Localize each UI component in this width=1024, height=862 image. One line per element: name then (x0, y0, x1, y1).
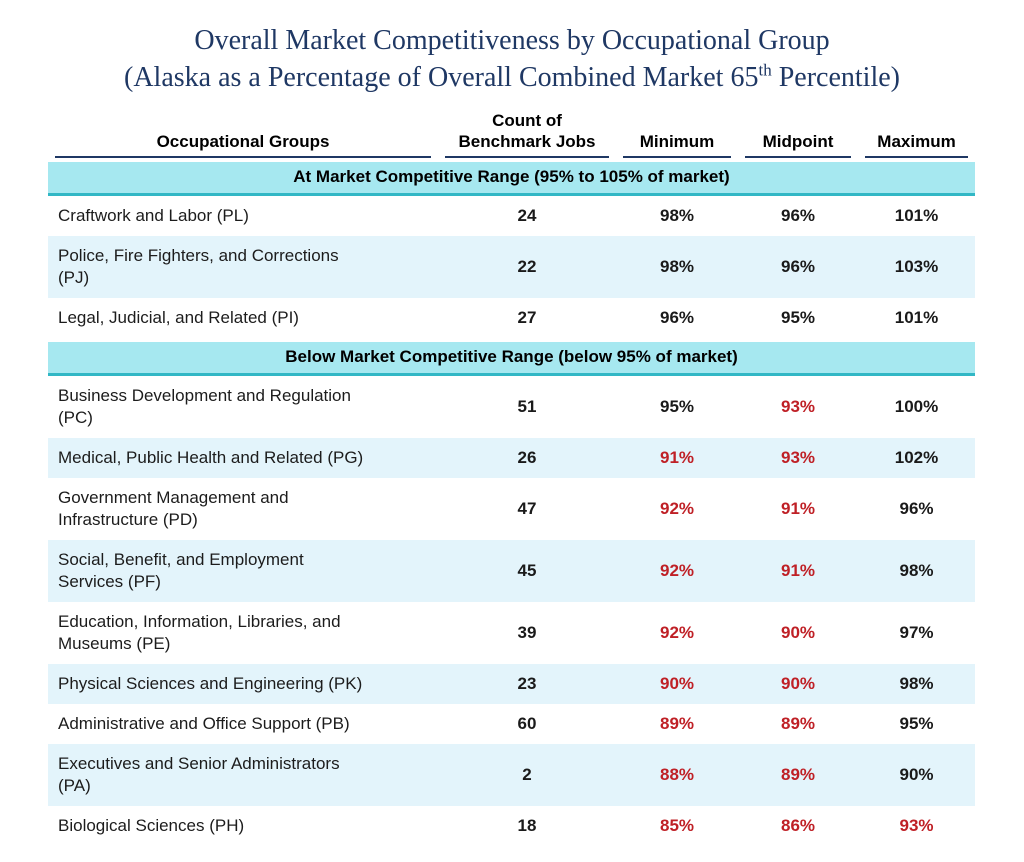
cell-minimum: 92% (616, 540, 738, 602)
cell-maximum: 100% (894, 397, 939, 416)
cell-midpoint: 89% (780, 714, 816, 733)
competitiveness-table: Occupational Groups Count of Benchmark J… (48, 110, 975, 846)
cell-maximum: 102% (858, 438, 975, 478)
cell-minimum: 91% (616, 438, 738, 478)
table-row: Administrative and Office Support (PB) 6… (48, 704, 975, 744)
cell-count: 26 (438, 438, 616, 478)
cell-maximum: 95% (899, 714, 934, 733)
cell-maximum: 98% (858, 664, 975, 704)
cell-maximum: 93% (899, 816, 934, 835)
cell-maximum: 103% (858, 236, 975, 298)
table-row: Biological Sciences (PH) 18 85% 86% 93% (48, 806, 975, 846)
table-row: Legal, Judicial, and Related (PI) 27 96%… (48, 298, 975, 340)
cell-count: 39 (517, 623, 537, 642)
cell-group: Craftwork and Labor (PL) (58, 206, 249, 225)
header-midpoint-label: Midpoint (745, 131, 851, 158)
cell-group: Physical Sciences and Engineering (PK) (48, 664, 438, 704)
cell-maximum: 90% (858, 744, 975, 806)
header-maximum: Maximum (858, 110, 975, 160)
cell-minimum: 89% (659, 714, 695, 733)
title-ordinal-superscript: th (758, 60, 772, 80)
cell-group: Administrative and Office Support (PB) (58, 714, 350, 733)
header-count-benchmark-jobs-label: Count of Benchmark Jobs (445, 110, 609, 158)
header-row: Occupational Groups Count of Benchmark J… (48, 110, 975, 160)
cell-count: 22 (438, 236, 616, 298)
table-row: Police, Fire Fighters, and Corrections (… (48, 236, 975, 298)
cell-minimum: 96% (659, 308, 695, 327)
header-minimum: Minimum (616, 110, 738, 160)
cell-group: Legal, Judicial, and Related (PI) (58, 308, 299, 327)
cell-maximum: 96% (899, 499, 934, 518)
cell-minimum: 98% (616, 236, 738, 298)
title-line1: Overall Market Competitiveness by Occupa… (194, 25, 830, 56)
cell-minimum: 98% (659, 206, 695, 225)
cell-count: 2 (438, 744, 616, 806)
section-header-below-market-label: Below Market Competitive Range (below 95… (48, 338, 975, 376)
cell-count: 18 (517, 816, 537, 835)
title-line2: (Alaska as a Percentage of Overall Combi… (0, 59, 1024, 96)
cell-count: 60 (517, 714, 537, 733)
table-row: Education, Information, Libraries, and M… (48, 602, 975, 664)
table-row: Social, Benefit, and Employment Services… (48, 540, 975, 602)
cell-midpoint: 89% (738, 744, 858, 806)
page-title: Overall Market Competitiveness by Occupa… (0, 0, 1024, 96)
cell-minimum: 92% (659, 623, 695, 642)
header-occupational-groups: Occupational Groups (48, 110, 438, 160)
section-header-below-market: Below Market Competitive Range (below 95… (48, 338, 975, 376)
cell-count: 27 (517, 308, 537, 327)
cell-midpoint: 91% (780, 499, 816, 518)
cell-minimum: 92% (659, 499, 695, 518)
cell-group: Medical, Public Health and Related (PG) (48, 438, 438, 478)
cell-minimum: 90% (616, 664, 738, 704)
cell-minimum: 95% (659, 397, 695, 416)
cell-minimum: 88% (616, 744, 738, 806)
table-row: Medical, Public Health and Related (PG) … (48, 438, 975, 478)
title-line2-post: Percentile) (771, 62, 900, 93)
header-count-benchmark-jobs: Count of Benchmark Jobs (438, 110, 616, 160)
cell-group: Business Development and Regulation (PC) (58, 386, 351, 427)
cell-group: Biological Sciences (PH) (58, 816, 245, 835)
cell-midpoint: 93% (780, 397, 816, 416)
cell-group: Social, Benefit, and Employment Services… (48, 540, 438, 602)
cell-group: Police, Fire Fighters, and Corrections (… (48, 236, 438, 298)
table-row: Craftwork and Labor (PL) 24 98% 96% 101% (48, 195, 975, 237)
cell-maximum: 101% (894, 206, 939, 225)
section-header-at-market: At Market Competitive Range (95% to 105%… (48, 158, 975, 196)
cell-midpoint: 96% (780, 206, 816, 225)
table-row: Business Development and Regulation (PC)… (48, 375, 975, 439)
cell-midpoint: 96% (738, 236, 858, 298)
cell-count: 47 (517, 499, 537, 518)
cell-maximum: 101% (894, 308, 939, 327)
table-row: Executives and Senior Administrators (PA… (48, 744, 975, 806)
cell-midpoint: 91% (738, 540, 858, 602)
cell-group: Education, Information, Libraries, and M… (58, 612, 341, 653)
cell-midpoint: 90% (780, 623, 816, 642)
cell-maximum: 98% (858, 540, 975, 602)
cell-midpoint: 93% (738, 438, 858, 478)
table-row: Physical Sciences and Engineering (PK) 2… (48, 664, 975, 704)
header-minimum-label: Minimum (623, 131, 731, 158)
header-midpoint: Midpoint (738, 110, 858, 160)
cell-group: Government Management and Infrastructure… (58, 488, 289, 529)
cell-count: 45 (438, 540, 616, 602)
cell-group: Executives and Senior Administrators (PA… (48, 744, 438, 806)
cell-midpoint: 86% (780, 816, 816, 835)
title-line2-pre: (Alaska as a Percentage of Overall Combi… (124, 62, 759, 93)
header-occupational-groups-label: Occupational Groups (55, 131, 431, 158)
cell-maximum: 97% (899, 623, 934, 642)
cell-count: 24 (517, 206, 537, 225)
section-header-at-market-label: At Market Competitive Range (95% to 105%… (48, 158, 975, 196)
table-row: Government Management and Infrastructure… (48, 478, 975, 540)
cell-midpoint: 90% (738, 664, 858, 704)
cell-count: 23 (438, 664, 616, 704)
cell-count: 51 (517, 397, 537, 416)
cell-minimum: 85% (659, 816, 695, 835)
cell-midpoint: 95% (780, 308, 816, 327)
header-maximum-label: Maximum (865, 131, 968, 158)
